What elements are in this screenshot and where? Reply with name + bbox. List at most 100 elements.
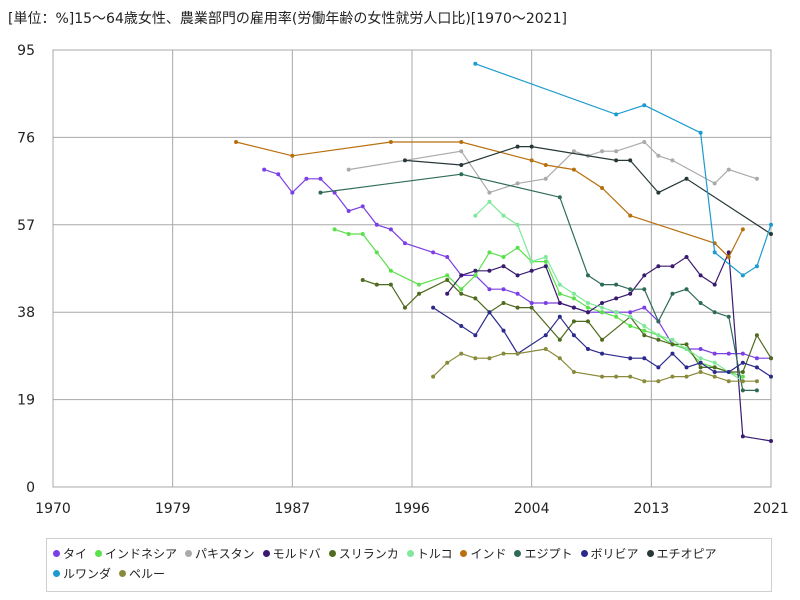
- x-tick-label: 1970: [35, 501, 71, 517]
- data-point: [487, 199, 492, 204]
- data-point: [459, 163, 464, 167]
- data-point: [431, 374, 436, 379]
- data-point: [600, 374, 605, 379]
- data-point: [515, 181, 520, 186]
- data-point: [557, 337, 562, 342]
- y-tick-label: 76: [17, 130, 35, 146]
- data-point: [656, 264, 661, 269]
- series-line: [320, 173, 757, 391]
- data-point: [262, 167, 267, 172]
- data-point: [670, 374, 675, 379]
- data-point: [276, 172, 281, 177]
- data-point: [712, 365, 717, 370]
- legend-marker-icon: [514, 549, 522, 557]
- legend-label: エジプト: [524, 546, 573, 561]
- data-point: [712, 310, 717, 315]
- legend-label: インドネシア: [105, 546, 178, 561]
- data-point: [585, 319, 590, 324]
- data-point: [543, 255, 548, 259]
- data-point: [417, 291, 422, 296]
- data-point: [614, 296, 619, 301]
- legend-marker-icon: [328, 549, 336, 557]
- data-point: [431, 250, 436, 255]
- data-point: [585, 301, 590, 305]
- data-point: [670, 158, 675, 163]
- data-point: [656, 319, 661, 324]
- data-point: [501, 301, 506, 305]
- data-point: [473, 213, 478, 218]
- data-point: [712, 250, 717, 255]
- data-point: [614, 158, 619, 163]
- data-point: [501, 351, 506, 356]
- data-point: [642, 356, 647, 361]
- data-point: [571, 167, 576, 172]
- legend-item: トルコ: [406, 543, 452, 563]
- data-point: [726, 167, 731, 172]
- data-point: [473, 273, 478, 278]
- legend-item: タイ: [53, 543, 87, 563]
- data-point: [740, 388, 745, 393]
- y-tick-label: 95: [17, 43, 35, 59]
- series-line: [475, 63, 772, 277]
- data-point: [501, 264, 506, 269]
- series-line: [432, 348, 757, 382]
- data-point: [388, 140, 393, 144]
- data-point: [388, 227, 393, 232]
- legend-item: エチオピア: [646, 543, 717, 563]
- data-point: [543, 301, 548, 305]
- series-トルコ: [473, 199, 745, 384]
- legend: タイ インドネシア パキスタン モルドバ スリランカ トルコ インド エジプト ボリビア エチオピ…: [46, 538, 772, 592]
- chart-title: [単位：%]15～64歳女性、農業部門の雇用率(労働年齢の女性就労人口比)[19…: [8, 11, 567, 27]
- data-point: [769, 374, 773, 379]
- data-point: [614, 314, 619, 319]
- series-タイ: [262, 167, 773, 361]
- data-point: [571, 296, 576, 301]
- series-line: [264, 169, 771, 359]
- data-point: [234, 140, 239, 144]
- data-point: [628, 324, 633, 328]
- data-point: [754, 176, 759, 181]
- x-tick-label: 1979: [155, 501, 191, 517]
- data-point: [712, 370, 717, 374]
- data-point: [684, 342, 689, 347]
- data-point: [543, 264, 548, 269]
- data-point: [712, 360, 717, 365]
- legend-marker-icon: [119, 569, 127, 577]
- data-point: [571, 370, 576, 374]
- data-point: [388, 282, 393, 287]
- data-point: [698, 360, 703, 365]
- data-point: [431, 305, 436, 310]
- data-point: [684, 365, 689, 370]
- data-point: [642, 287, 647, 292]
- data-point: [388, 268, 393, 273]
- data-point: [642, 379, 647, 384]
- data-point: [543, 176, 548, 181]
- data-point: [600, 337, 605, 342]
- data-point: [445, 255, 450, 259]
- data-point: [585, 305, 590, 310]
- data-point: [628, 213, 633, 218]
- series-lines: [234, 61, 773, 443]
- data-point: [459, 287, 464, 292]
- data-point: [459, 351, 464, 356]
- series-line: [446, 252, 772, 442]
- data-point: [670, 351, 675, 356]
- data-point: [346, 232, 351, 236]
- legend-label: スリランカ: [338, 546, 399, 561]
- data-point: [374, 282, 379, 287]
- legend-marker-icon: [580, 549, 588, 557]
- series-ボリビア: [431, 305, 773, 379]
- data-point: [402, 305, 407, 310]
- legend-marker-icon: [406, 549, 414, 557]
- data-point: [642, 273, 647, 278]
- data-point: [769, 222, 773, 227]
- legend-marker-icon: [53, 569, 60, 577]
- data-point: [487, 287, 492, 292]
- x-tick-label: 2021: [753, 501, 789, 517]
- data-point: [712, 181, 717, 186]
- data-point: [346, 167, 351, 172]
- legend-item: パキスタン: [185, 543, 255, 563]
- data-point: [698, 365, 703, 370]
- data-point: [726, 379, 731, 384]
- data-point: [487, 268, 492, 273]
